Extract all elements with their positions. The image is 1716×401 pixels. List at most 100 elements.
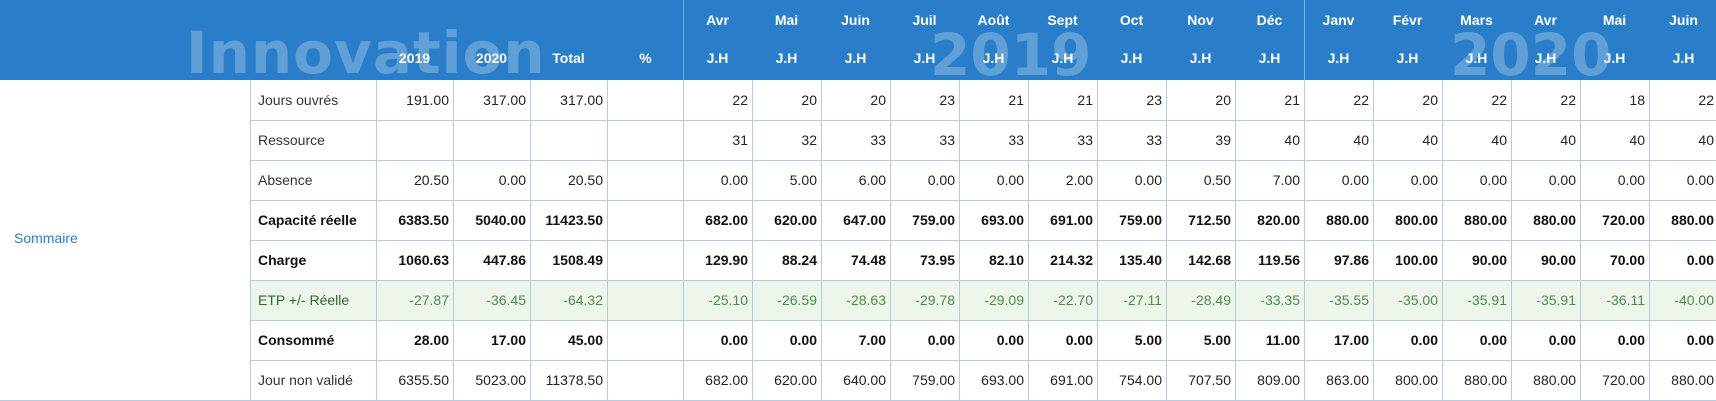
summary-cell: 11378.50 [545,372,603,388]
month-cell: 880.00 [1671,372,1714,388]
month-cell: 142.68 [1188,252,1231,268]
month-cell: 712.50 [1188,212,1231,228]
header-month-unit-10: J.H [1396,50,1419,66]
month-cell: 40 [1560,132,1576,148]
month-cell: 820.00 [1257,212,1300,228]
header-col-2: Total [552,50,585,66]
month-cell: 693.00 [981,212,1024,228]
month-cell: 0.00 [1686,252,1714,268]
month-cell: 40 [1698,132,1714,148]
row-label: Jours ouvrés [258,92,339,108]
header-month-unit-2: J.H [844,50,867,66]
month-cell: 0.00 [996,332,1024,348]
header-month-12: Avr [1534,12,1557,28]
summary-cell: 317.00 [560,92,603,108]
grid-hline-4 [250,240,1716,241]
month-cell: -40.00 [1674,292,1714,308]
month-cell: -22.70 [1053,292,1093,308]
month-cell: 0.00 [789,332,817,348]
month-cell: 40 [1353,132,1369,148]
month-cell: -35.55 [1329,292,1369,308]
month-cell: 20 [870,92,886,108]
month-cell: 20 [1215,92,1231,108]
header-month-unit-14: J.H [1672,50,1695,66]
month-cell: 0.00 [720,332,748,348]
month-cell: 0.00 [1686,332,1714,348]
summary-cell: 20.50 [567,172,603,188]
month-cell: 88.24 [781,252,817,268]
month-cell: 97.86 [1333,252,1369,268]
month-cell: 880.00 [1464,212,1507,228]
summary-cell: 191.00 [406,92,449,108]
summary-cell: -36.45 [486,292,526,308]
header-separator-0 [683,0,684,80]
sommaire-link[interactable]: Sommaire [14,230,78,246]
month-cell: 0.00 [720,172,748,188]
month-cell: 17.00 [1333,332,1369,348]
row-label: Absence [258,172,313,188]
month-cell: 707.50 [1188,372,1231,388]
header-month-unit-11: J.H [1465,50,1488,66]
month-cell: 0.00 [927,172,955,188]
month-cell: 720.00 [1602,372,1645,388]
month-cell: 73.95 [919,252,955,268]
header-month-1: Mai [774,12,799,28]
month-cell: 880.00 [1533,212,1576,228]
summary-cell: 20.50 [413,172,449,188]
header-month-8: Déc [1256,12,1283,28]
grid-hline-6 [250,320,1716,321]
month-cell: 620.00 [774,372,817,388]
summary-cell: 0.00 [498,172,526,188]
etp-row-highlight [250,280,1716,320]
month-cell: 40 [1629,132,1645,148]
month-cell: -28.63 [846,292,886,308]
header-month-unit-4: J.H [982,50,1005,66]
header-month-3: Juil [912,12,937,28]
header-month-7: Nov [1187,12,1214,28]
month-cell: 0.00 [1134,172,1162,188]
month-cell: -29.09 [984,292,1024,308]
month-cell: 135.40 [1119,252,1162,268]
month-cell: 82.10 [988,252,1024,268]
summary-cell: 317.00 [483,92,526,108]
month-cell: -25.10 [708,292,748,308]
month-cell: 22 [1491,92,1507,108]
month-cell: 70.00 [1609,252,1645,268]
month-cell: -26.59 [777,292,817,308]
month-cell: 0.00 [1410,332,1438,348]
month-cell: 22 [1560,92,1576,108]
month-cell: 33 [1077,132,1093,148]
header-month-unit-5: J.H [1051,50,1074,66]
header-month-unit-9: J.H [1327,50,1350,66]
month-cell: 0.00 [1341,172,1369,188]
month-cell: 5.00 [789,172,817,188]
month-cell: 0.00 [1479,172,1507,188]
month-cell: 5.00 [1203,332,1231,348]
month-cell: 720.00 [1602,212,1645,228]
summary-cell: 6355.50 [398,372,449,388]
month-cell: 863.00 [1326,372,1369,388]
header-month-0: Avr [706,12,729,28]
month-cell: 40 [1422,132,1438,148]
grid-hline-1 [250,120,1716,121]
month-cell: 23 [939,92,955,108]
month-cell: 754.00 [1119,372,1162,388]
month-cell: 214.32 [1050,252,1093,268]
month-cell: 33 [1008,132,1024,148]
month-cell: 33 [1146,132,1162,148]
header-month-unit-0: J.H [706,50,729,66]
month-cell: 7.00 [1272,172,1300,188]
month-cell: 129.90 [705,252,748,268]
month-cell: 21 [1077,92,1093,108]
month-cell: 11.00 [1265,332,1300,348]
row-label: Capacité réelle [258,212,357,228]
month-cell: -36.11 [1606,292,1645,308]
month-cell: 880.00 [1671,212,1714,228]
row-label: Ressource [258,132,325,148]
header-separator-1 [1304,0,1305,80]
month-cell: 21 [1284,92,1300,108]
header-month-10: Févr [1392,12,1423,28]
summary-cell: 45.00 [567,332,603,348]
summary-cell: 1508.49 [552,252,603,268]
month-cell: 640.00 [843,372,886,388]
